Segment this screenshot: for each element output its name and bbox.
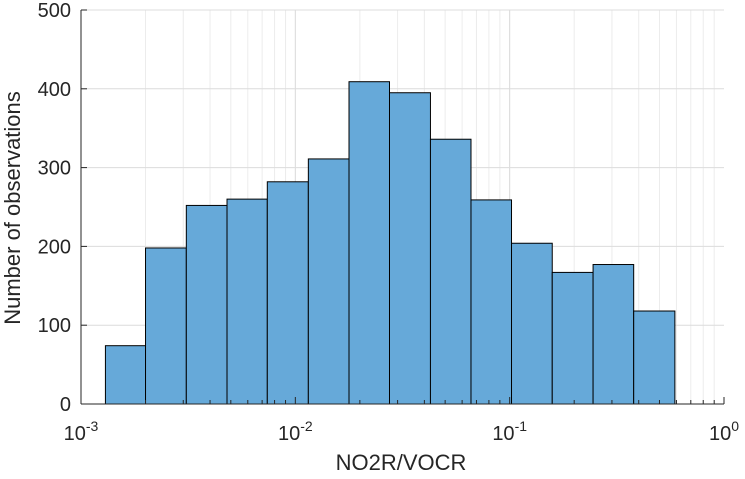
y-tick-label: 100 — [38, 315, 71, 337]
histogram-bar — [145, 247, 187, 405]
histogram-bar — [226, 198, 268, 405]
x-tick-labels: 10-3 10-2 10-1 100 — [64, 418, 740, 445]
histogram-bar — [388, 92, 431, 405]
y-tick-label: 300 — [38, 158, 71, 180]
histogram-bar — [348, 81, 390, 405]
y-tick-labels: 0 100 200 300 400 500 — [38, 0, 71, 416]
y-tick-label: 400 — [38, 79, 71, 101]
y-tick-label: 500 — [38, 0, 71, 22]
histogram-bar — [470, 199, 513, 405]
histogram-bar — [511, 242, 553, 405]
axes — [80, 9, 725, 405]
x-axis-title: NO2R/VOCR — [336, 450, 467, 475]
histogram-bars — [104, 81, 676, 405]
y-tick-label: 0 — [60, 394, 71, 416]
x-tick-label: 10-1 — [492, 418, 527, 445]
histogram-bar — [429, 138, 472, 405]
histogram-bar — [592, 264, 635, 405]
x-tick-label: 10-3 — [64, 418, 99, 445]
histogram-bar — [633, 310, 676, 405]
x-tick-label: 100 — [709, 418, 739, 445]
histogram-bar — [185, 204, 228, 405]
histogram-bar — [307, 158, 350, 405]
y-axis-title: Number of observations — [0, 91, 25, 325]
histogram-bar — [551, 271, 594, 405]
y-tick-label: 200 — [38, 236, 71, 258]
histogram-bar — [104, 345, 147, 405]
histogram-bar — [266, 181, 309, 405]
x-tick-label: 10-2 — [278, 418, 313, 445]
